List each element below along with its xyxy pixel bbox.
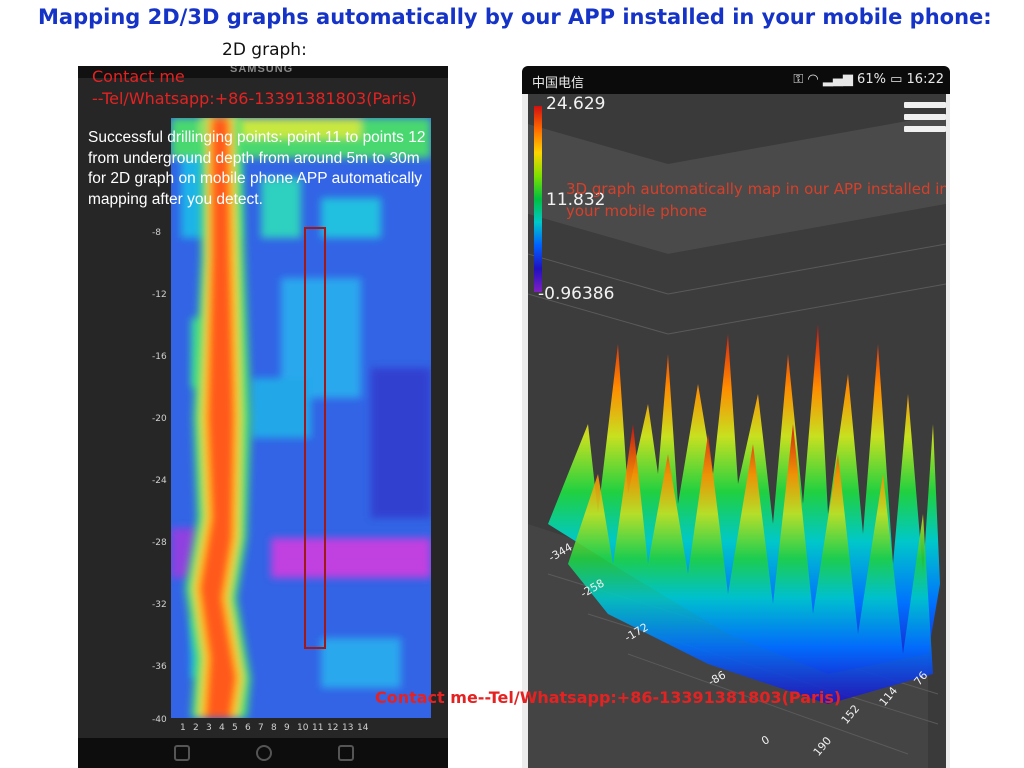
- wifi-icon: ◠: [807, 72, 819, 87]
- x-tick: 4: [219, 723, 225, 733]
- x-tick: 13: [342, 723, 354, 733]
- x-tick: 5: [232, 723, 238, 733]
- key-icon: ⚿: [793, 72, 804, 87]
- surface-3d: [528, 114, 946, 768]
- x-tick: 9: [284, 723, 290, 733]
- y-tick: -20: [152, 414, 167, 424]
- x-tick: 3: [206, 723, 212, 733]
- y-tick: -40: [152, 715, 167, 725]
- phone-2d: SAMSUNG -8 -12 -16 -20 -24 -28 -32 -36 -…: [78, 66, 448, 768]
- x-tick: 2: [193, 723, 199, 733]
- y-tick: -24: [152, 476, 167, 486]
- menu-icon[interactable]: [904, 102, 946, 140]
- phone-navbar: [78, 738, 448, 768]
- x-tick: 1: [180, 723, 186, 733]
- status-right: ⚿ ◠ ▂▄▆ 61% ▭ 16:22: [793, 72, 944, 87]
- y-tick: -36: [152, 662, 167, 672]
- status-carrier: 中国电信: [532, 76, 585, 91]
- x-tick: 10: [297, 723, 309, 733]
- home-icon[interactable]: [256, 745, 272, 761]
- graph2d-title: 2D graph:: [222, 40, 307, 60]
- contact-bottom: Contact me--Tel/Whatsapp:+86-13391381803…: [375, 688, 842, 707]
- status-battery: 61%: [857, 72, 886, 87]
- color-scale: [534, 106, 542, 292]
- recent-apps-icon[interactable]: [338, 745, 354, 761]
- colorbar-max: 24.629: [546, 94, 606, 114]
- y-tick: -28: [152, 538, 167, 548]
- contact-2d-line1: Contact me: [92, 67, 185, 86]
- x-tick: 11: [312, 723, 324, 733]
- view-3d: 24.629 11.832 -0.96386 3D graph automati…: [528, 94, 946, 768]
- y-tick: -8: [152, 228, 161, 238]
- back-icon[interactable]: [174, 745, 190, 761]
- phone-brand: SAMSUNG: [230, 66, 294, 75]
- battery-icon: ▭: [890, 72, 903, 87]
- status-time: 16:22: [906, 72, 944, 87]
- x-tick: 8: [271, 723, 277, 733]
- x-tick: 6: [245, 723, 251, 733]
- phone-3d: 中国电信 ⚿ ◠ ▂▄▆ 61% ▭ 16:22: [522, 66, 950, 768]
- colorbar-min: -0.96386: [538, 284, 615, 304]
- phone-2d-screen: -8 -12 -16 -20 -24 -28 -32 -36 -40: [78, 78, 448, 738]
- contact-2d: Contact me --Tel/Whatsapp:+86-1339138180…: [92, 66, 417, 110]
- y-tick: -16: [152, 352, 167, 362]
- x-tick: 7: [258, 723, 264, 733]
- colorbar-mid: 11.832: [546, 190, 606, 210]
- signal-icon: ▂▄▆: [822, 72, 853, 87]
- y-axis: -8 -12 -16 -20 -24 -28 -32 -36 -40: [78, 78, 176, 738]
- x-tick: 12: [327, 723, 339, 733]
- contact-2d-line2: --Tel/Whatsapp:+86-13391381803(Paris): [92, 89, 417, 108]
- heatmap-2d: [171, 118, 431, 718]
- y-tick: -32: [152, 600, 167, 610]
- y-tick: -12: [152, 290, 167, 300]
- x-tick: 14: [357, 723, 369, 733]
- description-2d: Successful drillinging points: point 11 …: [88, 129, 426, 208]
- status-bar: 中国电信 ⚿ ◠ ▂▄▆ 61% ▭ 16:22: [522, 66, 950, 94]
- description-3d: 3D graph automatically map in our APP in…: [566, 180, 946, 220]
- headline: Mapping 2D/3D graphs automatically by ou…: [38, 5, 992, 29]
